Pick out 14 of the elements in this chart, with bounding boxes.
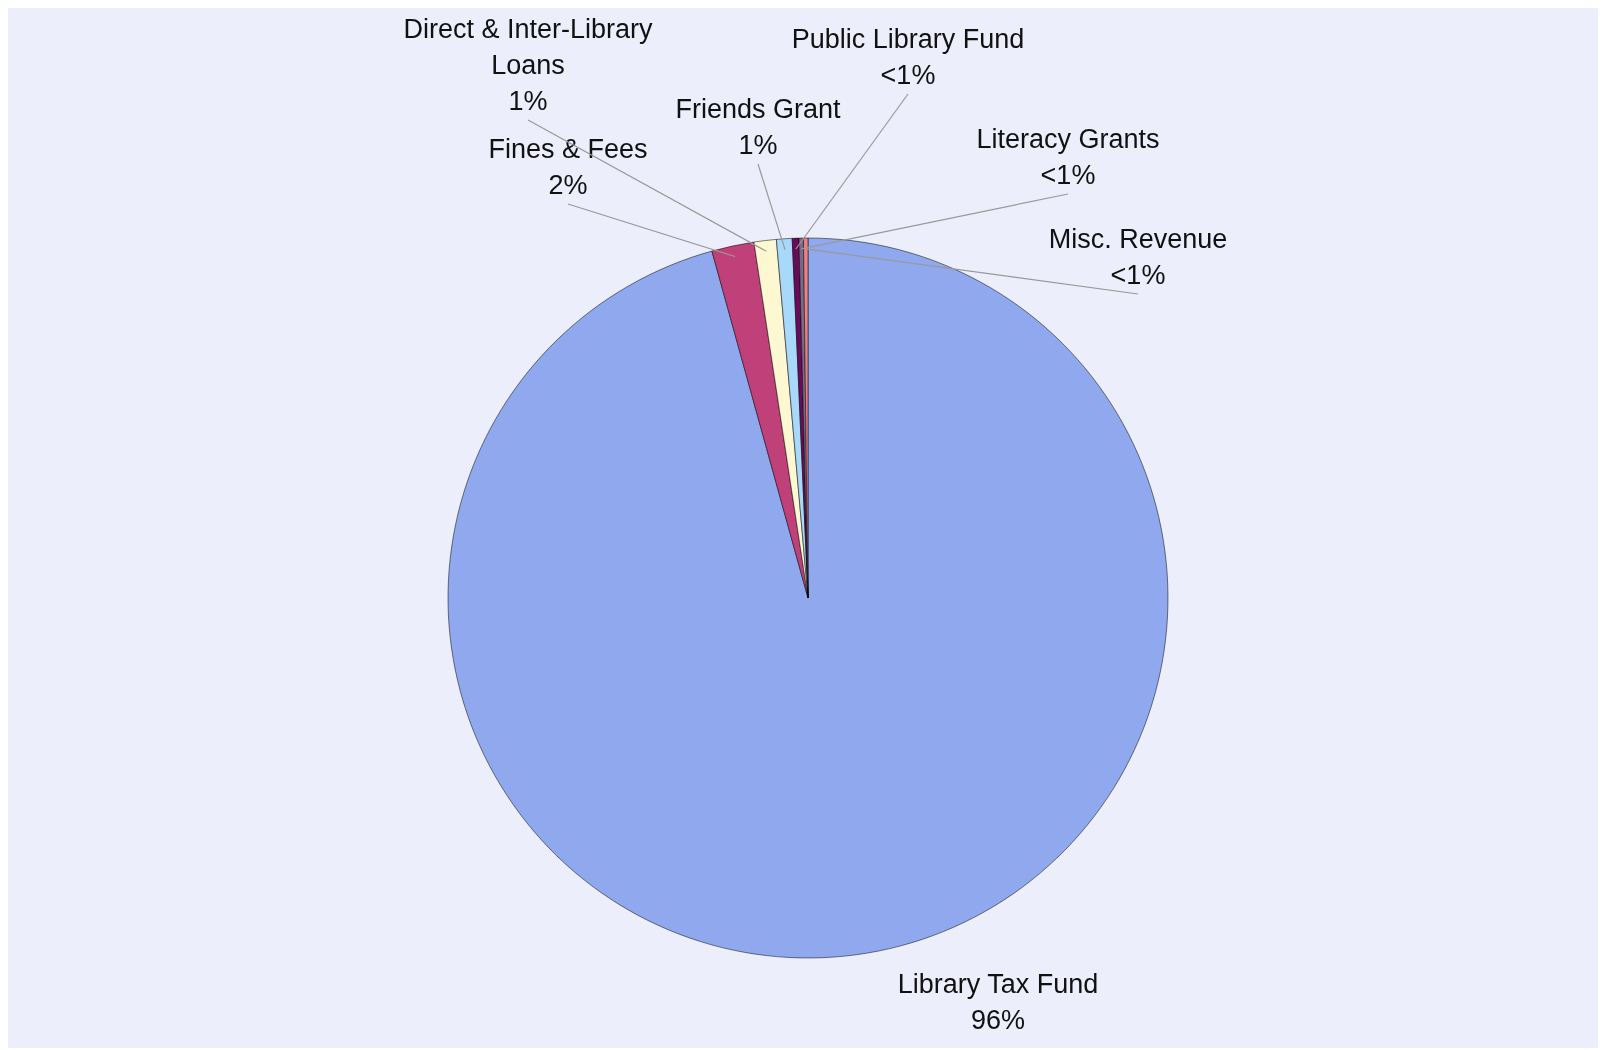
slice-label: Library Tax Fund xyxy=(897,969,1099,999)
data-label: <1% xyxy=(1040,160,1096,190)
slice-label: Literacy Grants xyxy=(976,124,1160,154)
data-label: <1% xyxy=(1110,260,1166,290)
slice-label: Public Library Fund xyxy=(791,24,1025,54)
data-label: 1% xyxy=(508,86,548,116)
data-label: 2% xyxy=(548,170,588,200)
slice-label: Direct & Inter-Library Loans xyxy=(403,14,654,80)
slice-label: Friends Grant xyxy=(675,94,842,124)
slice-label: Fines & Fees xyxy=(488,134,648,164)
slice-label: Misc. Revenue xyxy=(1048,224,1228,254)
data-label: <1% xyxy=(880,60,936,90)
data-label: 1% xyxy=(738,130,778,160)
data-label: 96% xyxy=(970,1005,1026,1035)
